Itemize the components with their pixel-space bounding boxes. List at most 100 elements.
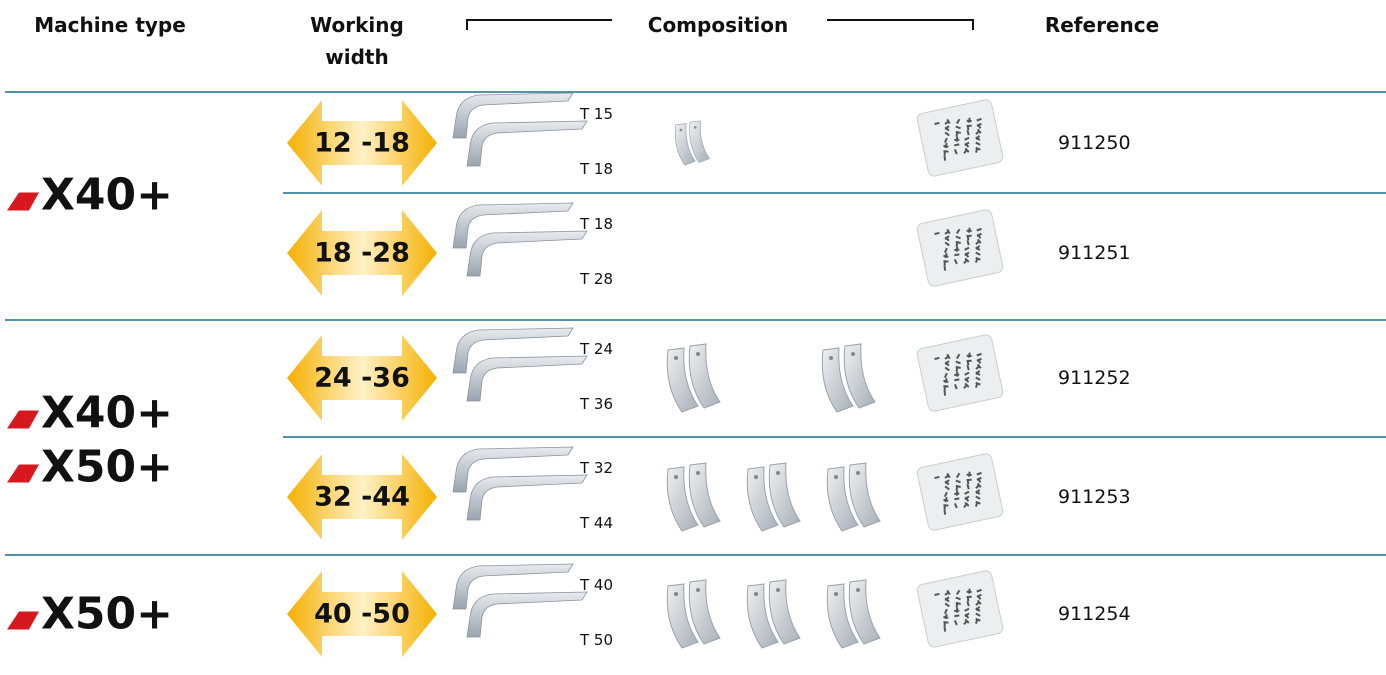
box-item [955, 228, 961, 235]
box-item [943, 155, 947, 161]
box-item [976, 122, 982, 127]
box-item [964, 246, 970, 251]
box-item [964, 376, 970, 382]
pad-icon [746, 579, 801, 649]
blade-icon [466, 355, 588, 402]
pad-piece [674, 123, 696, 166]
box-item [964, 490, 970, 495]
pad-piece [666, 466, 699, 532]
box-item [975, 245, 981, 251]
reference: 911254 [1058, 603, 1131, 625]
tooth-label: T 36 [580, 395, 614, 413]
header-machine-type: Machine type [34, 13, 186, 37]
box-item [966, 240, 970, 246]
pad-hole [851, 352, 855, 356]
box-item [975, 146, 981, 151]
box-item [954, 497, 960, 501]
box-item [944, 235, 950, 241]
box-item [944, 613, 948, 620]
box-item [964, 607, 970, 612]
box-item [967, 227, 971, 233]
logo-mark [6, 464, 39, 482]
pad-hole [679, 128, 683, 132]
pad-piece [843, 343, 876, 409]
box-item [955, 118, 961, 125]
box-item [955, 484, 961, 488]
box-item [976, 227, 982, 232]
box-icon [916, 99, 1004, 177]
box-item [943, 626, 947, 632]
box-item [975, 489, 981, 495]
pad-piece [826, 466, 859, 532]
box-item [976, 352, 982, 357]
pad-icon [666, 579, 721, 649]
box-item [966, 130, 970, 136]
box-item [966, 359, 972, 363]
box-item [955, 472, 961, 479]
box-item [943, 372, 948, 379]
header-composition: Composition [647, 13, 789, 37]
box-item [943, 150, 949, 153]
box-item [975, 495, 981, 500]
box-item [943, 137, 948, 144]
box-item [946, 118, 951, 125]
machine-logo: X50+ [6, 589, 173, 640]
blade-icon [466, 120, 588, 167]
logo-slash [6, 611, 39, 629]
box-item [955, 235, 961, 240]
pad-icon [666, 462, 721, 532]
box-icon [916, 570, 1004, 648]
box-item [975, 141, 981, 146]
machine-name: X50+ [40, 441, 174, 493]
box-item [946, 353, 951, 360]
box-item [964, 501, 970, 507]
pad-icon [826, 579, 881, 649]
tooth-label: T 18 [580, 215, 614, 233]
box-item [975, 256, 981, 261]
pad-hole [834, 475, 838, 479]
working-width: 12 -18 [314, 127, 410, 159]
box-body [916, 570, 1004, 648]
box-item [943, 621, 949, 624]
box-item [976, 482, 982, 488]
blade-icon [452, 202, 574, 249]
pad-piece [689, 120, 711, 163]
pad-hole [776, 588, 780, 592]
box-item [976, 476, 982, 481]
pad-hole [754, 592, 758, 596]
box-item [956, 246, 959, 252]
box-item [943, 491, 948, 498]
box-item [944, 602, 950, 608]
box-item [944, 485, 950, 491]
pad-hole [674, 356, 678, 360]
logo-mark [6, 611, 39, 629]
box-item [943, 265, 947, 271]
pad-piece [688, 579, 721, 645]
blade-icon [466, 591, 588, 638]
box-item [956, 136, 959, 142]
box-icon [916, 334, 1004, 412]
box-item [943, 608, 948, 615]
box-item [975, 606, 981, 612]
reference: 911250 [1058, 132, 1131, 154]
width-arrow [287, 454, 437, 540]
reference: 911253 [1058, 486, 1131, 508]
box-item [964, 136, 970, 141]
pad-piece [666, 583, 699, 649]
box-item [944, 366, 950, 372]
blade-icon [466, 230, 588, 277]
box-icon [916, 209, 1004, 287]
box-item [966, 124, 972, 128]
box-body [916, 334, 1004, 412]
box-item [944, 596, 950, 602]
width-arrow [287, 210, 437, 296]
box-item [953, 619, 958, 626]
box-item [946, 228, 951, 235]
blade-icon [452, 446, 574, 493]
box-item [976, 471, 982, 476]
tooth-label: T 18 [580, 160, 614, 178]
pad-hole [754, 475, 758, 479]
box-item [975, 617, 981, 622]
pad-icon [746, 462, 801, 532]
